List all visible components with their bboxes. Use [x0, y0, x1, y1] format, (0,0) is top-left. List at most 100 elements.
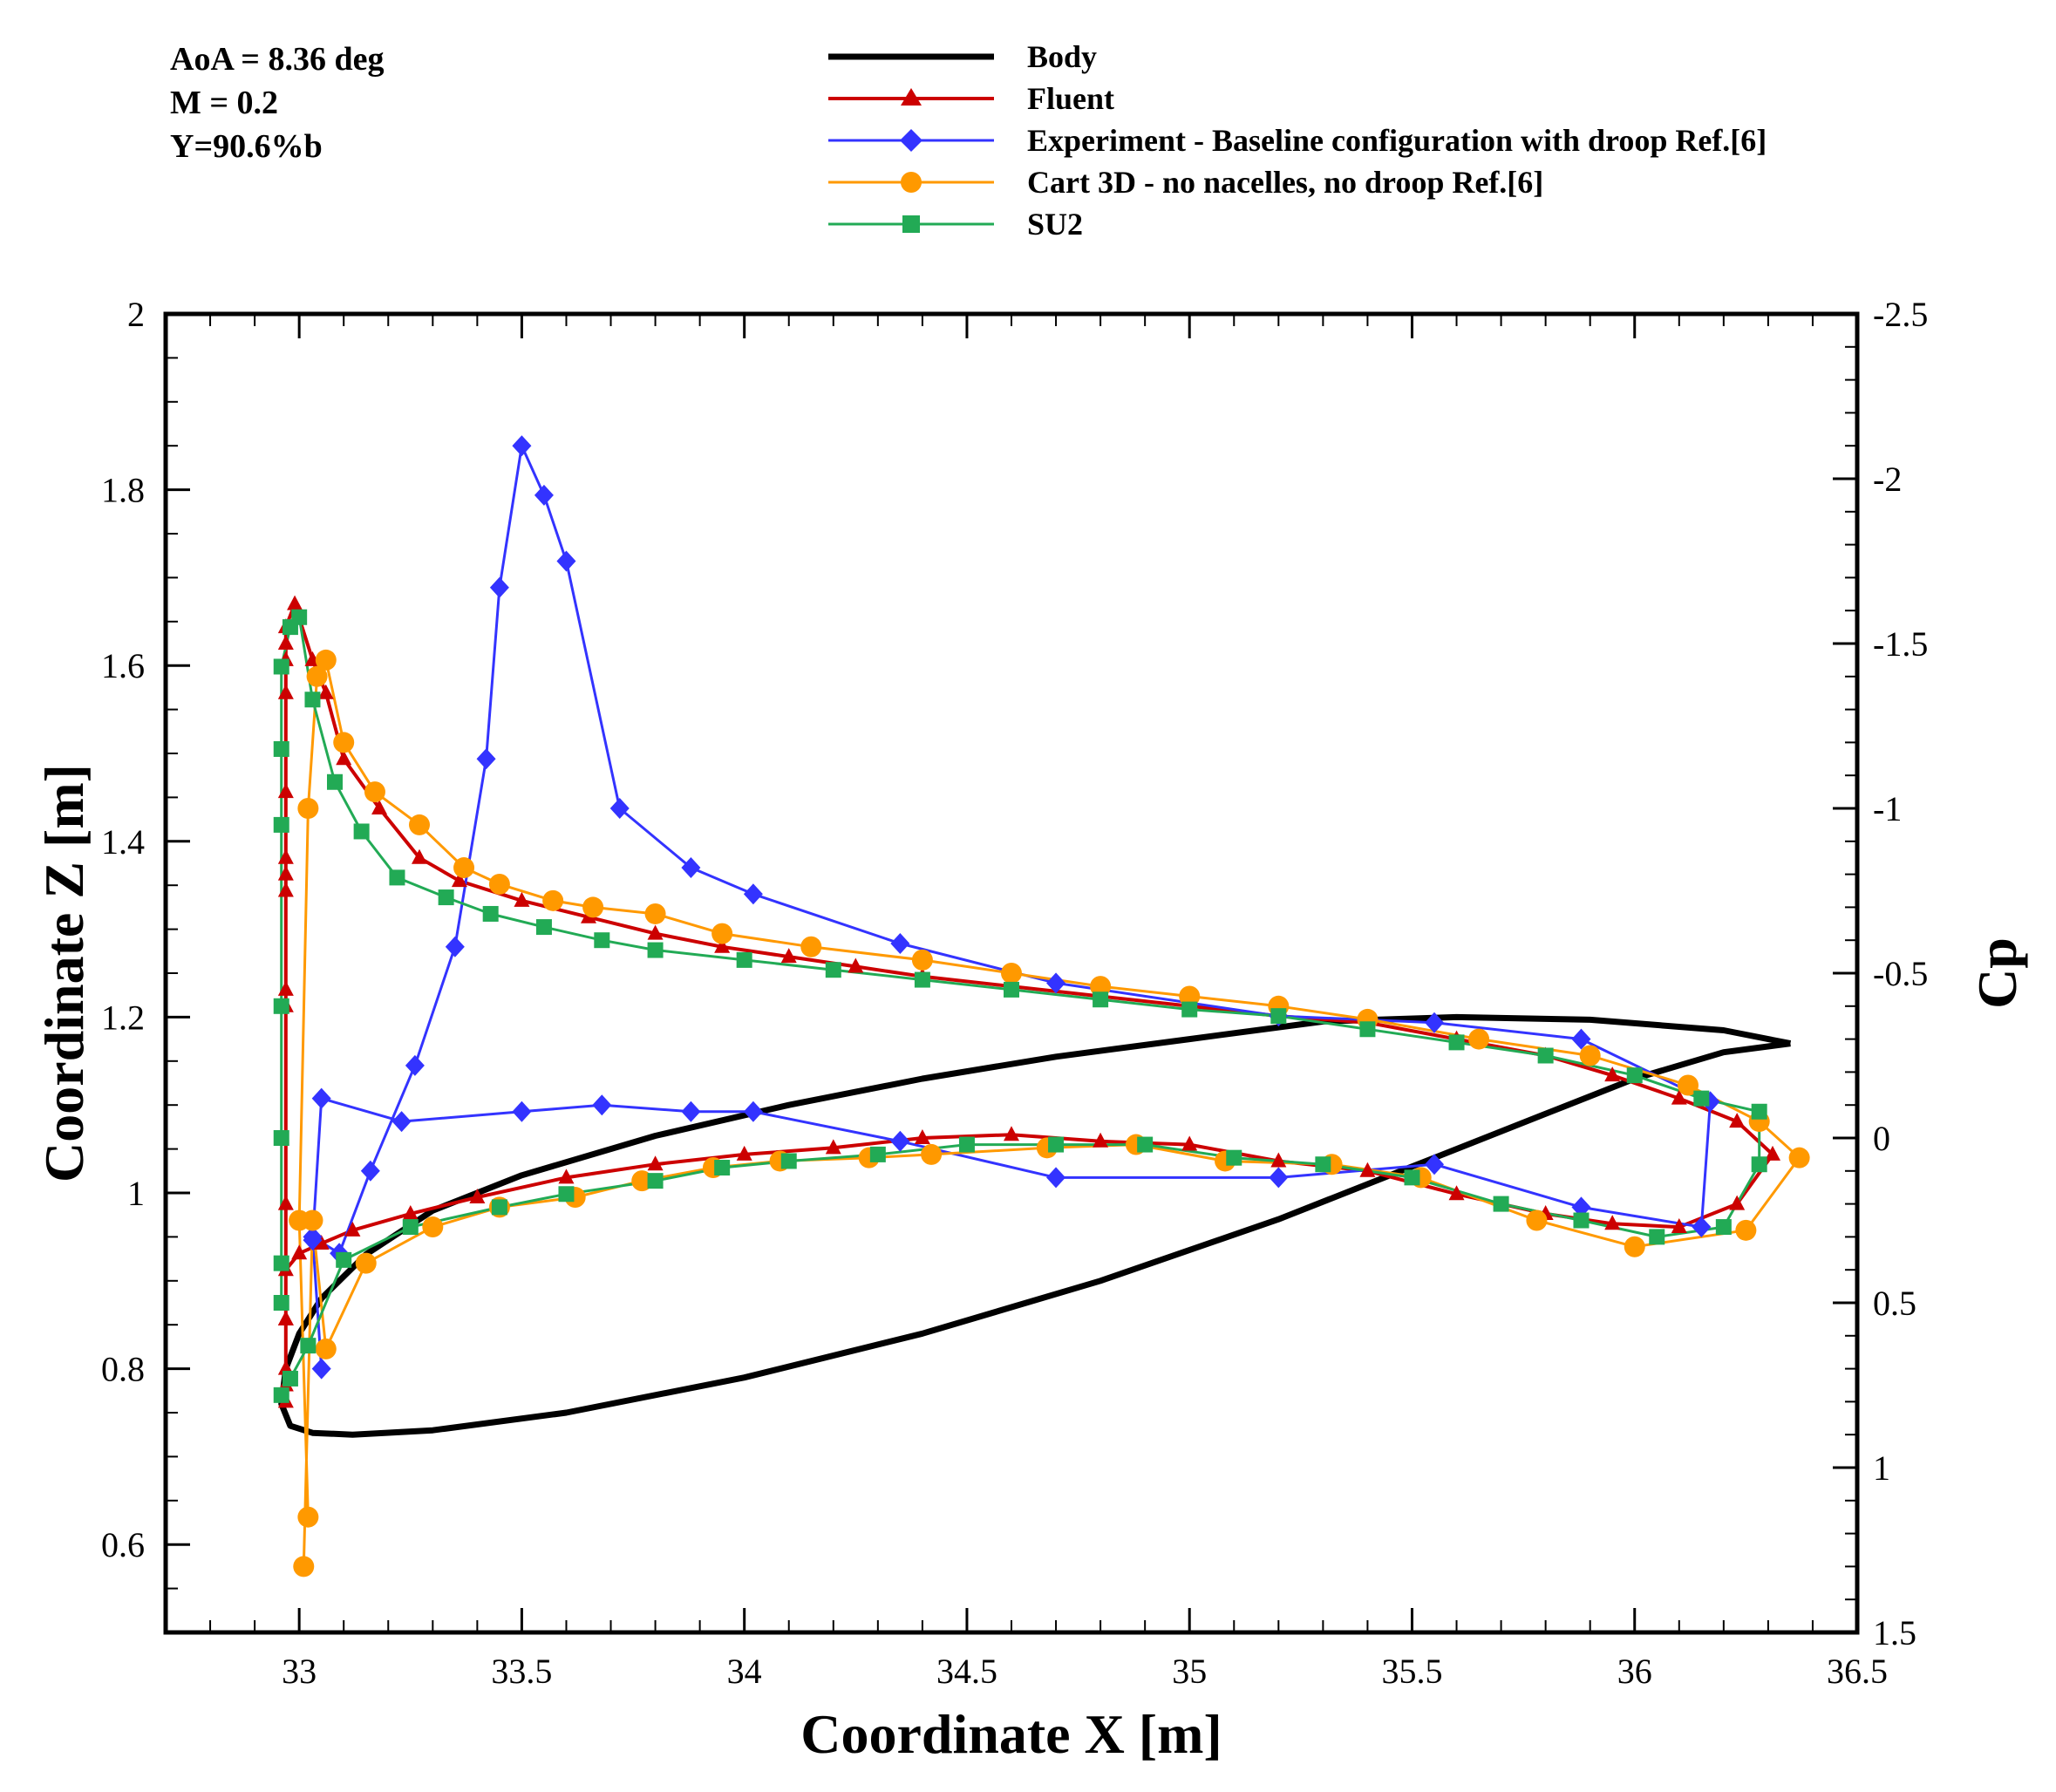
- data-point-cart3d: [1468, 1028, 1490, 1050]
- data-point-experiment: [592, 1094, 612, 1116]
- data-point-fluent: [469, 1189, 486, 1204]
- data-point-su2: [273, 658, 289, 675]
- data-point-su2: [594, 932, 610, 949]
- data-point-cart3d: [333, 732, 355, 753]
- data-point-su2: [958, 1136, 975, 1153]
- legend-marker-cart3d: [901, 172, 922, 193]
- data-point-fluent: [647, 1155, 664, 1171]
- series-line-su2: [280, 616, 1761, 1396]
- series-line-fluent: [283, 602, 1774, 1402]
- data-point-fluent: [1270, 1152, 1287, 1168]
- x-axis-title: Coordinate X [m]: [800, 1703, 1222, 1765]
- data-point-fluent: [1604, 1066, 1621, 1082]
- data-point-su2: [1181, 1001, 1198, 1018]
- data-point-su2: [491, 1199, 507, 1216]
- data-point-su2: [389, 869, 405, 886]
- data-point-su2: [1404, 1169, 1420, 1186]
- data-point-su2: [647, 1173, 664, 1189]
- data-point-su2: [1715, 1219, 1732, 1236]
- data-point-su2: [1048, 1136, 1065, 1153]
- data-point-experiment: [489, 576, 509, 598]
- data-point-su2: [273, 1255, 289, 1271]
- data-point-su2: [1751, 1103, 1767, 1120]
- data-point-fluent: [277, 684, 294, 699]
- condition-aoa: AoA = 8.36 deg: [170, 41, 384, 78]
- data-point-su2: [1137, 1136, 1154, 1153]
- data-point-fluent: [558, 1169, 575, 1184]
- data-point-cart3d: [1735, 1219, 1757, 1241]
- data-point-su2: [353, 823, 370, 840]
- data-point-cart3d: [364, 781, 385, 803]
- data-point-experiment: [405, 1054, 425, 1076]
- data-point-fluent: [736, 1145, 752, 1161]
- data-point-experiment: [512, 1100, 532, 1122]
- data-point-cart3d: [293, 1556, 315, 1577]
- data-point-experiment: [1425, 1154, 1444, 1175]
- data-point-fluent: [287, 595, 303, 610]
- data-point-experiment: [1269, 1167, 1289, 1189]
- legend-label-su2: SU2: [1027, 207, 1083, 242]
- data-point-experiment: [890, 1130, 910, 1152]
- data-point-fluent: [1765, 1145, 1780, 1161]
- data-point-fluent: [451, 872, 467, 888]
- y2-tick-label: -0.5: [1873, 954, 1928, 993]
- data-point-su2: [1004, 981, 1019, 998]
- data-point-fluent: [277, 783, 294, 799]
- y-tick-label: 1.4: [101, 822, 145, 862]
- data-point-fluent: [714, 937, 731, 953]
- data-point-su2: [304, 692, 321, 708]
- data-point-su2: [1270, 1008, 1287, 1025]
- data-point-fluent: [848, 957, 864, 973]
- data-point-fluent: [1093, 1132, 1109, 1148]
- data-point-su2: [300, 1338, 317, 1354]
- data-point-fluent: [647, 924, 664, 940]
- data-point-su2: [1693, 1090, 1710, 1107]
- data-point-su2: [273, 1387, 289, 1403]
- data-point-fluent: [277, 1195, 294, 1210]
- data-point-cart3d: [1624, 1236, 1645, 1257]
- data-point-experiment: [445, 936, 465, 957]
- data-point-su2: [273, 740, 289, 757]
- data-point-fluent: [1729, 1113, 1746, 1128]
- data-point-cart3d: [306, 665, 328, 687]
- data-point-su2: [1226, 1149, 1242, 1166]
- data-point-su2: [1537, 1047, 1554, 1064]
- data-point-fluent: [291, 1244, 308, 1260]
- data-point-su2: [736, 951, 752, 968]
- data-point-fluent: [344, 1221, 361, 1237]
- condition-mach: M = 0.2: [170, 85, 278, 121]
- series-line-experiment: [311, 444, 1712, 1369]
- data-point-cart3d: [1788, 1147, 1810, 1169]
- data-point-su2: [869, 1146, 886, 1162]
- data-point-fluent: [412, 848, 427, 864]
- data-point-fluent: [914, 1129, 930, 1144]
- data-point-su2: [1093, 991, 1109, 1008]
- data-point-experiment: [512, 435, 532, 457]
- y2-tick-label: 1: [1873, 1448, 1890, 1488]
- data-point-fluent: [1004, 1126, 1019, 1141]
- data-point-su2: [273, 998, 289, 1014]
- y-tick-label: 0.6: [101, 1525, 145, 1564]
- data-point-fluent: [277, 865, 294, 881]
- x-tick-label: 34.5: [936, 1652, 997, 1691]
- y2-tick-label: -1: [1873, 789, 1902, 828]
- data-point-cart3d: [800, 936, 822, 957]
- series-markers: [273, 435, 1810, 1577]
- data-point-cart3d: [911, 949, 933, 971]
- data-point-su2: [780, 1153, 797, 1169]
- data-point-fluent: [336, 750, 352, 766]
- data-point-su2: [647, 942, 664, 958]
- data-point-cart3d: [488, 873, 510, 895]
- data-point-cart3d: [1179, 985, 1201, 1007]
- data-point-su2: [482, 905, 499, 922]
- data-point-su2: [291, 609, 308, 625]
- y2-tick-label: -2: [1873, 460, 1902, 499]
- data-point-fluent: [825, 1139, 841, 1155]
- legend-label-cart3d: Cart 3D - no nacelles, no droop Ref.[6]: [1027, 165, 1543, 200]
- data-point-cart3d: [631, 1170, 653, 1192]
- data-point-su2: [1573, 1212, 1590, 1229]
- plot-frame: [163, 311, 1860, 1635]
- data-point-cart3d: [315, 649, 337, 671]
- data-point-su2: [273, 1295, 289, 1311]
